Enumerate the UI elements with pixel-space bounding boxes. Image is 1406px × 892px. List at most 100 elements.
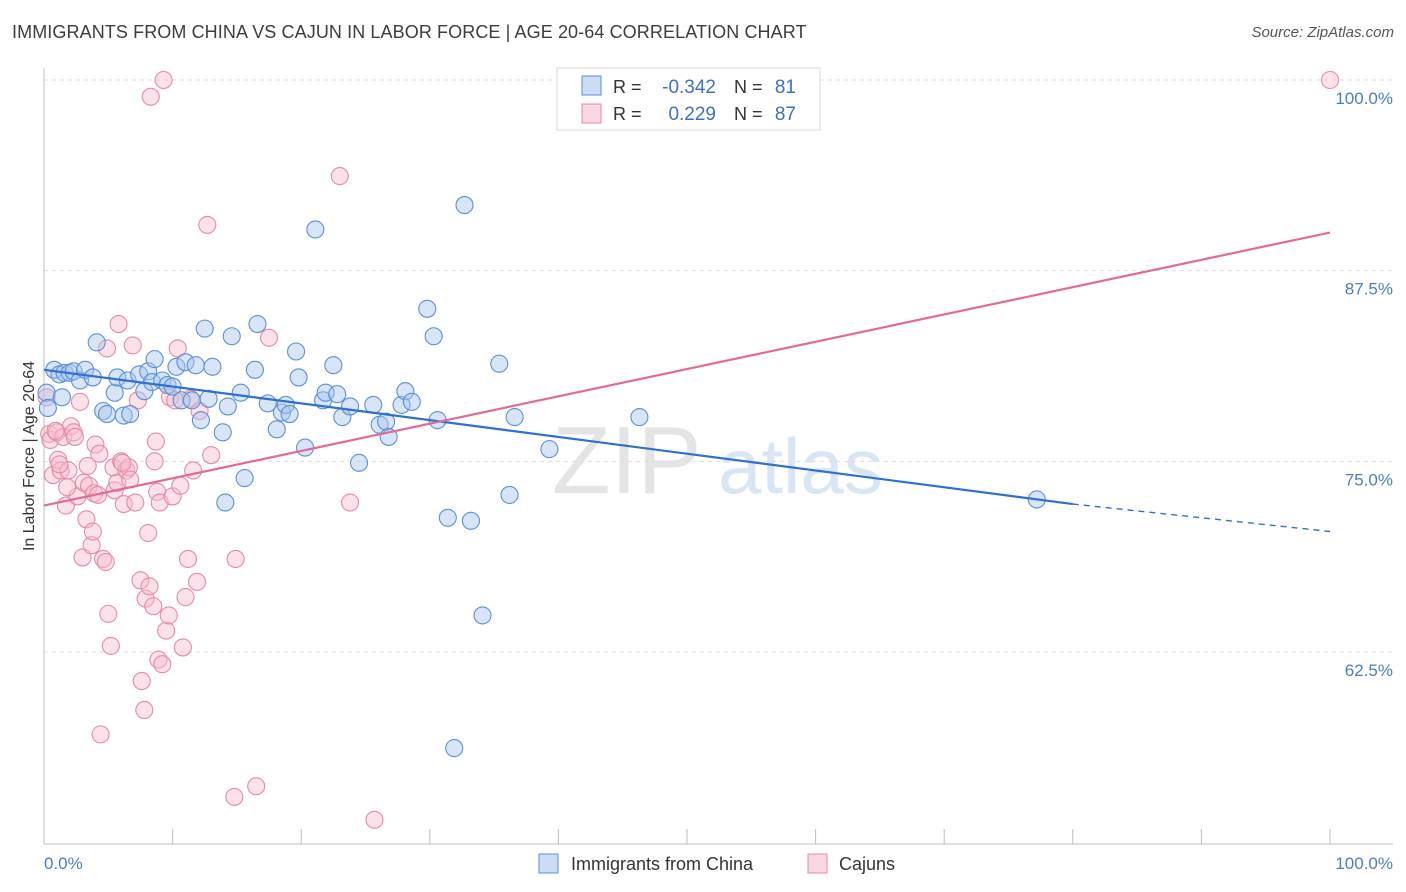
legend-label-china: Immigrants from China: [571, 854, 754, 874]
point-china: [445, 739, 464, 758]
point-cajun: [70, 392, 90, 411]
point-china: [248, 315, 267, 334]
point-cajun: [78, 456, 97, 475]
point-china: [52, 388, 72, 407]
point-china: [306, 220, 325, 239]
point-china: [121, 404, 140, 424]
point-cajun: [101, 636, 120, 655]
legend-swatch-cajun: [807, 853, 828, 874]
point-cajun: [202, 446, 221, 465]
point-cajun: [1320, 70, 1340, 90]
stats-legend-swatch-cajun: [581, 103, 602, 124]
point-cajun: [198, 215, 217, 234]
point-cajun: [65, 427, 84, 446]
legend-label-cajun: Cajuns: [839, 854, 895, 874]
point-cajun: [259, 328, 279, 347]
stats-r-label-china: R =: [613, 77, 642, 97]
point-cajun: [94, 549, 113, 569]
point-cajun: [58, 478, 77, 497]
x-tick-label-start: 0.0%: [44, 854, 83, 873]
stats-r-value-china: -0.342: [662, 77, 716, 98]
stats-n-value-china: 81: [775, 77, 796, 98]
point-china: [87, 333, 106, 352]
point-cajun: [140, 577, 159, 596]
watermark-atlas: atlas: [718, 422, 883, 510]
point-cajun: [91, 725, 110, 744]
point-china: [172, 391, 191, 410]
point-china: [324, 356, 343, 375]
point-china: [186, 356, 205, 375]
point-china: [280, 404, 299, 424]
point-china: [203, 357, 222, 376]
point-cajun: [365, 810, 384, 829]
point-cajun: [51, 461, 70, 480]
point-china: [418, 299, 437, 318]
x-ticks: [43, 829, 1331, 844]
point-cajun: [178, 549, 198, 569]
point-china: [114, 406, 133, 425]
y-tick-label: 62.5%: [1345, 661, 1393, 680]
watermark-zip: ZIP: [552, 407, 701, 514]
point-china: [191, 411, 210, 430]
point-cajun: [184, 461, 203, 480]
point-china: [473, 606, 492, 625]
point-china: [287, 342, 306, 361]
stats-n-label-cajun: N =: [734, 104, 763, 124]
y-tick-label: 75.0%: [1345, 470, 1393, 489]
point-cajun: [123, 336, 142, 355]
point-cajun: [341, 493, 360, 512]
point-cajun: [247, 777, 266, 796]
point-china: [231, 383, 250, 402]
trend-lines: [43, 231, 1331, 533]
y-axis-label: In Labor Force | Age 20-64: [21, 361, 38, 551]
point-china: [105, 383, 124, 402]
point-china: [455, 196, 474, 215]
point-china: [402, 392, 421, 411]
point-cajun: [113, 453, 132, 472]
point-cajun: [135, 700, 154, 720]
point-cajun: [144, 597, 163, 616]
point-cajun: [176, 588, 195, 607]
point-china: [505, 408, 524, 427]
point-china: [213, 423, 232, 442]
point-china: [630, 408, 649, 427]
point-cajun: [46, 421, 65, 440]
point-cajun: [114, 494, 133, 514]
point-cajun: [73, 548, 92, 567]
point-cajun: [145, 452, 164, 471]
point-cajun: [82, 536, 101, 555]
point-cajun: [128, 391, 147, 410]
stats-legend-swatch-china: [581, 75, 602, 96]
point-china: [490, 354, 509, 373]
point-china: [182, 391, 201, 410]
point-china: [222, 327, 241, 346]
point-cajun: [187, 572, 207, 591]
point-china: [176, 353, 195, 372]
point-cajun: [90, 444, 109, 463]
point-china: [195, 319, 214, 338]
point-cajun: [86, 435, 105, 454]
point-cajun: [157, 621, 176, 640]
point-cajun: [330, 167, 349, 186]
axes: [43, 68, 1393, 845]
trend-line-cajun: [43, 231, 1331, 507]
point-china: [167, 357, 186, 376]
point-china: [296, 438, 315, 457]
point-china: [216, 493, 235, 512]
point-china: [350, 453, 369, 472]
x-tick-label-end: 100.0%: [1335, 854, 1393, 873]
point-cajun: [159, 606, 178, 625]
point-china: [289, 368, 308, 387]
point-china: [364, 395, 383, 414]
y-tick-labels: 62.5% 75.0% 87.5% 100.0%: [1335, 89, 1393, 680]
point-cajun: [126, 493, 145, 512]
stats-r-label-cajun: R =: [613, 104, 642, 124]
point-cajun: [171, 476, 190, 495]
point-cajun: [225, 787, 244, 806]
point-china: [396, 382, 415, 401]
point-china: [97, 404, 117, 424]
point-cajun: [153, 655, 172, 674]
point-china: [245, 360, 264, 379]
point-china: [316, 383, 335, 402]
